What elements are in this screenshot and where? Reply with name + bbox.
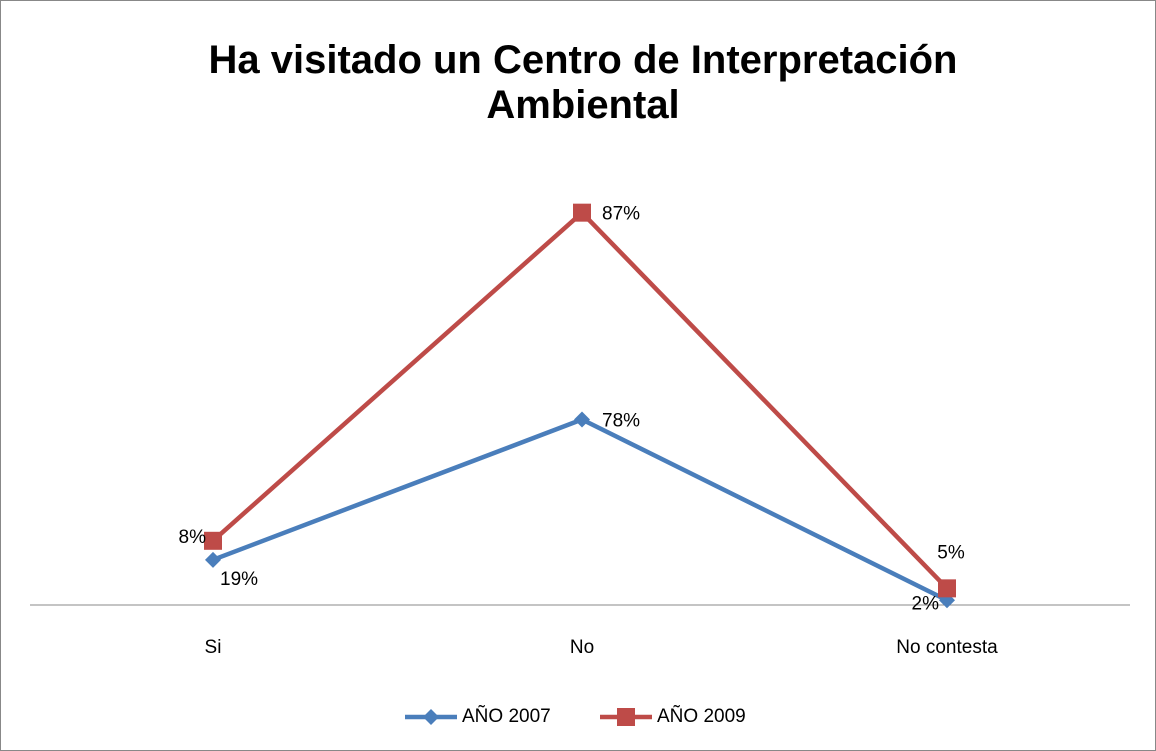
x-tick-label: Si — [205, 637, 222, 658]
marker — [204, 531, 222, 550]
marker — [574, 411, 590, 428]
marker — [573, 203, 591, 222]
legend-label: AÑO 2009 — [657, 705, 746, 727]
legend-label: AÑO 2007 — [462, 705, 551, 727]
series-line — [211, 210, 949, 590]
data-label: 2% — [912, 593, 940, 614]
chart-title: Ha visitado un Centro de Interpretación … — [208, 38, 958, 127]
data-label: 8% — [179, 527, 207, 548]
data-label: 5% — [937, 542, 965, 563]
x-tick-label: No — [570, 637, 594, 658]
data-label: 78% — [602, 411, 640, 432]
marker — [423, 709, 439, 725]
x-tick-label: No contesta — [896, 637, 998, 658]
data-label: 19% — [220, 569, 258, 590]
marker — [205, 551, 221, 568]
series-line — [212, 417, 948, 603]
marker — [617, 708, 635, 726]
data-label: 87% — [602, 204, 640, 225]
marker — [938, 579, 956, 598]
